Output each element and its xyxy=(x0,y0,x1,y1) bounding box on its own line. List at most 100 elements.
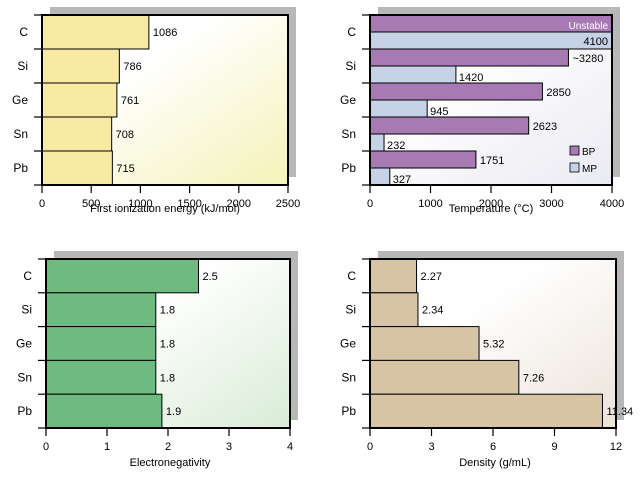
x-tick-label: 9 xyxy=(551,441,557,453)
x-tick-label: 3 xyxy=(428,441,434,453)
data-label-si: 786 xyxy=(123,61,141,73)
x-tick-label: 12 xyxy=(610,441,622,453)
category-label-si: Si xyxy=(21,303,32,317)
category-label-c: C xyxy=(19,25,28,39)
data-label-c: 1086 xyxy=(153,27,177,39)
category-label-sn: Sn xyxy=(17,370,32,384)
category-label-pb: Pb xyxy=(13,161,28,175)
bar-ge xyxy=(41,82,118,118)
data-label-bp-ge: 2850 xyxy=(546,87,570,99)
bar-si xyxy=(45,292,157,328)
bar-mp-sn xyxy=(369,133,385,152)
category-label-c: C xyxy=(23,269,32,283)
category-label-ge: Ge xyxy=(340,93,356,107)
data-label-c: 2.5 xyxy=(203,271,218,283)
data-label-c: 2.27 xyxy=(421,271,442,283)
data-label-sn: 1.8 xyxy=(160,372,175,384)
x-axis-label: Temperature (°C) xyxy=(449,203,533,215)
bar-si xyxy=(41,48,120,84)
data-label-ge: 1.8 xyxy=(160,339,175,351)
bar-bp-sn xyxy=(369,116,530,135)
bar-pb xyxy=(369,393,603,429)
category-label-pb: Pb xyxy=(341,161,356,175)
data-label-si: 1.8 xyxy=(160,305,175,317)
x-axis-label: Density (g/mL) xyxy=(459,457,531,469)
data-label-mp-pb: 327 xyxy=(393,174,411,186)
data-label-pb: 11.34 xyxy=(606,406,633,418)
x-tick-label: 3 xyxy=(226,441,232,453)
x-tick-label: 3000 xyxy=(539,198,563,210)
category-label-pb: Pb xyxy=(341,404,356,418)
category-label-pb: Pb xyxy=(17,404,32,418)
data-label-mp-si: 1420 xyxy=(459,72,483,84)
x-tick-label: 6 xyxy=(490,441,496,453)
category-label-sn: Sn xyxy=(13,127,28,141)
bar-sn xyxy=(369,359,520,395)
x-tick-label: 4 xyxy=(287,441,293,453)
legend-label-mp: MP xyxy=(582,164,597,175)
category-label-si: Si xyxy=(17,59,28,73)
x-tick-label: 1000 xyxy=(128,198,152,210)
category-label-ge: Ge xyxy=(12,93,28,107)
x-axis-label: Electronegativity xyxy=(130,457,211,469)
x-tick-label: 2000 xyxy=(227,198,251,210)
data-label-si: 2.34 xyxy=(422,305,443,317)
legend-label-bp: BP xyxy=(582,147,596,158)
bar-c xyxy=(369,258,418,294)
bar-bp-pb xyxy=(369,150,477,169)
bar-bp-si xyxy=(369,48,569,67)
x-tick-label: 2 xyxy=(165,441,171,453)
bar-pb xyxy=(45,393,163,429)
annotation-unstable: Unstable xyxy=(569,21,609,32)
category-label-c: C xyxy=(347,269,356,283)
x-axis-label: First ionization energy (kJ/mol) xyxy=(90,203,240,215)
bar-sn xyxy=(41,116,113,152)
bar-ge xyxy=(369,326,480,361)
plot-frame xyxy=(41,14,289,186)
bar-c xyxy=(45,258,199,294)
category-label-sn: Sn xyxy=(341,370,356,384)
chart-temperature: Unstable 4100 ~3280 1420 2850 945 2623 232 1751 3… xyxy=(340,7,624,215)
chart-electronegativity: 2.5 1.8 1.8 1.8 1.9 C Si Ge Sn Pb 0 1 2 3 4 Electronega… xyxy=(16,251,298,469)
bar-mp-ge xyxy=(369,99,428,118)
data-label-pb: 1.9 xyxy=(166,406,181,418)
bar-bp-ge xyxy=(369,82,543,101)
data-label-mp-ge: 945 xyxy=(430,106,448,118)
x-tick-label: 0 xyxy=(367,198,373,210)
category-label-si: Si xyxy=(345,303,356,317)
bar-mp-si xyxy=(369,65,457,84)
x-tick-label: 1500 xyxy=(177,198,201,210)
category-label-ge: Ge xyxy=(16,337,32,351)
x-tick-label: 1000 xyxy=(418,198,442,210)
data-label-ge: 5.32 xyxy=(483,339,504,351)
data-label-mp-sn: 232 xyxy=(387,140,405,152)
data-label-ge: 761 xyxy=(121,95,139,107)
category-label-ge: Ge xyxy=(340,337,356,351)
bar-mp-c xyxy=(369,31,613,50)
x-tick-label: 4000 xyxy=(600,198,624,210)
data-label-bp-pb: 1751 xyxy=(480,155,504,167)
bar-si xyxy=(369,292,419,328)
category-label-si: Si xyxy=(345,59,356,73)
category-label-sn: Sn xyxy=(341,127,356,141)
x-tick-label: 2500 xyxy=(276,198,300,210)
bar-pb xyxy=(41,150,113,186)
chart-ionization: 1086 786 761 708 715 C Si Ge Sn Pb 0 500 1000 1500 200… xyxy=(12,7,300,215)
chart-density: 2.27 2.34 5.32 7.26 11.34 C Si Ge Sn Pb 0 3 6 9 12 Dens… xyxy=(340,251,633,469)
data-label-sn: 7.26 xyxy=(523,372,544,384)
x-tick-label: 0 xyxy=(43,441,49,453)
bar-c xyxy=(41,14,150,50)
legend-swatch-bp xyxy=(569,145,580,156)
data-label-pb: 715 xyxy=(116,163,134,175)
data-label-bp-sn: 2623 xyxy=(533,121,557,133)
x-tick-label: 500 xyxy=(82,198,100,210)
legend-swatch-mp xyxy=(569,162,580,173)
bar-mp-pb xyxy=(369,167,391,186)
data-label-bp-si: ~3280 xyxy=(572,53,603,65)
bar-ge xyxy=(45,326,157,361)
x-tick-label: 0 xyxy=(39,198,45,210)
x-tick-label: 0 xyxy=(367,441,373,453)
bar-sn xyxy=(45,359,157,395)
category-label-c: C xyxy=(347,25,356,39)
